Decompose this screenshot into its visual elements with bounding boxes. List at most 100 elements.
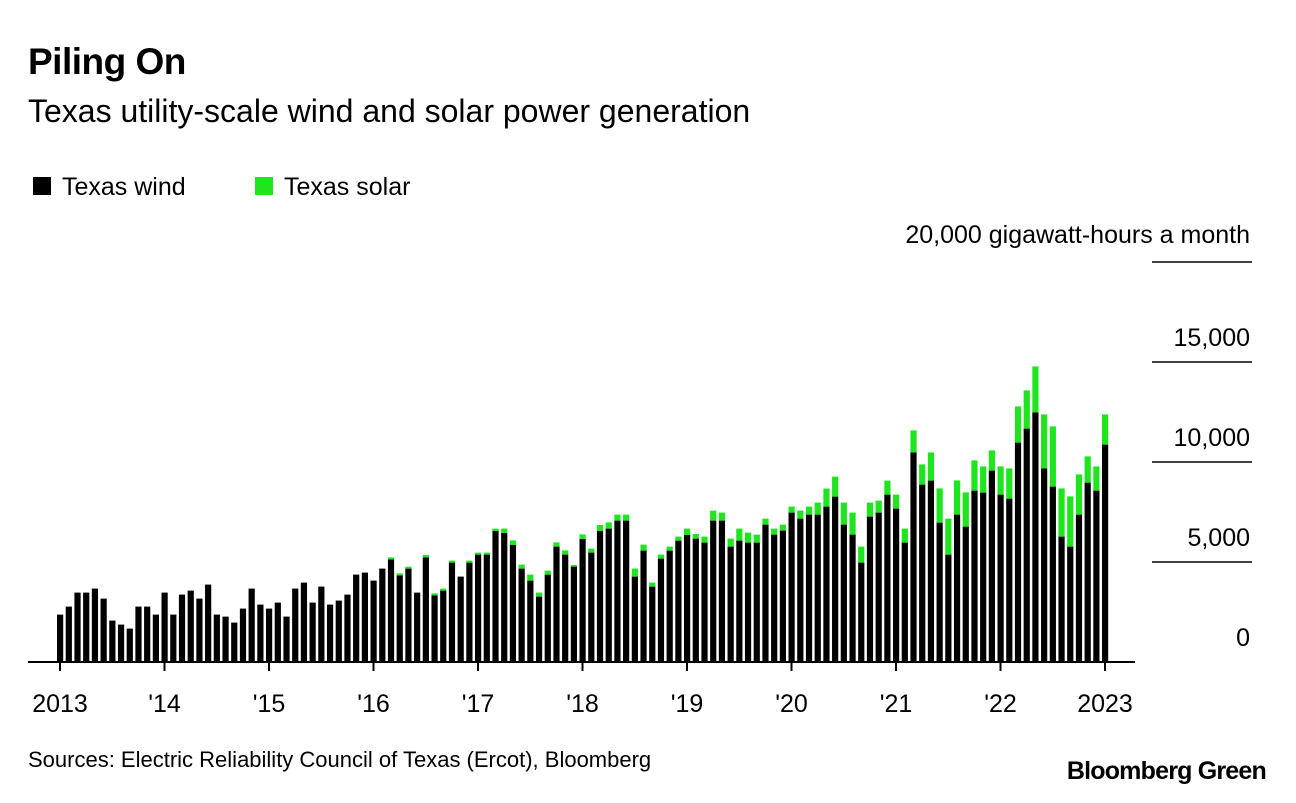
bar-solar xyxy=(605,522,612,529)
bar-wind xyxy=(100,598,107,662)
bar-solar xyxy=(1041,414,1048,469)
bar-wind xyxy=(440,590,447,662)
bar-solar xyxy=(997,466,1004,495)
bar-wind xyxy=(832,496,839,662)
bar-solar xyxy=(753,534,760,543)
bar-wind xyxy=(1067,546,1074,662)
bar-wind xyxy=(849,534,856,662)
bar-wind xyxy=(344,594,351,662)
bar-solar xyxy=(570,565,577,567)
bar-wind xyxy=(318,586,325,662)
bar-wind xyxy=(353,574,360,662)
bar-wind xyxy=(161,592,168,662)
bar-wind xyxy=(927,480,935,662)
bar-solar xyxy=(631,568,638,577)
bar-solar xyxy=(910,430,917,453)
source-note: Sources: Electric Reliability Council of… xyxy=(28,747,651,772)
bar-wind xyxy=(178,594,186,662)
bar-wind xyxy=(300,582,308,662)
bar-solar xyxy=(858,546,865,563)
bar-wind xyxy=(710,520,717,662)
bar-solar xyxy=(448,560,456,563)
bar-wind xyxy=(901,542,908,662)
bar-solar xyxy=(501,528,508,533)
y-tick-label: 0 xyxy=(1236,624,1250,652)
legend-swatch-wind xyxy=(33,177,51,195)
bar-solar xyxy=(684,528,691,535)
bar-solar xyxy=(823,488,830,507)
bar-wind xyxy=(596,531,604,662)
bar-wind xyxy=(196,598,203,662)
bar-wind xyxy=(1058,536,1065,662)
bar-wind xyxy=(953,514,961,662)
bar-wind xyxy=(83,592,90,662)
bar-solar xyxy=(640,544,647,551)
bar-wind xyxy=(274,602,281,662)
bar-wind xyxy=(292,588,299,662)
bar-solar xyxy=(840,502,847,525)
bar-solar xyxy=(919,464,926,485)
bar-wind xyxy=(248,588,255,662)
bar-wind xyxy=(370,580,377,662)
bar-solar xyxy=(562,550,569,555)
bar-wind xyxy=(239,608,247,662)
bar-wind xyxy=(422,557,429,662)
bar-solar xyxy=(988,450,995,471)
bar-solar xyxy=(779,524,786,531)
bar-wind xyxy=(579,539,586,662)
bar-wind xyxy=(535,596,543,662)
bar-solar xyxy=(596,525,604,531)
bar-wind xyxy=(483,554,490,662)
legend-swatch-solar xyxy=(255,177,273,195)
bar-solar xyxy=(718,512,726,521)
bar-solar xyxy=(1102,414,1109,445)
bar-wind xyxy=(91,588,99,662)
bar-wind xyxy=(135,606,142,662)
bars xyxy=(57,366,1109,662)
bar-solar xyxy=(527,574,534,581)
bar-wind xyxy=(205,584,212,662)
chart-subtitle: Texas utility-scale wind and solar power… xyxy=(28,93,750,129)
bar-solar xyxy=(1075,474,1083,515)
bar-solar xyxy=(387,557,395,560)
bar-solar xyxy=(936,488,943,523)
bar-solar xyxy=(405,566,412,569)
legend-label-solar: Texas solar xyxy=(284,173,410,201)
bar-solar xyxy=(588,548,595,553)
bar-wind xyxy=(387,559,395,662)
bar-wind xyxy=(666,550,673,662)
bar-solar xyxy=(692,534,699,539)
bar-solar xyxy=(893,494,900,509)
bar-wind xyxy=(431,595,438,662)
bar-wind xyxy=(335,600,342,662)
bar-wind xyxy=(988,470,995,662)
bar-wind xyxy=(475,554,482,662)
bar-wind xyxy=(257,604,264,662)
bar-wind xyxy=(109,620,116,662)
bar-wind xyxy=(727,546,734,662)
bar-solar xyxy=(1058,488,1065,537)
bar-solar xyxy=(710,510,717,521)
bar-wind xyxy=(884,494,891,662)
bar-wind xyxy=(971,490,978,662)
bar-wind xyxy=(744,542,752,662)
bar-wind xyxy=(448,562,456,662)
bar-solar xyxy=(866,502,874,517)
bar-wind xyxy=(614,520,621,662)
bar-solar xyxy=(422,555,429,558)
bar-solar xyxy=(788,506,795,513)
bar-solar xyxy=(1032,366,1039,413)
bar-wind xyxy=(779,530,786,662)
bar-solar xyxy=(666,546,673,551)
bar-solar xyxy=(535,592,543,597)
y-tick-label: 5,000 xyxy=(1187,524,1250,552)
y-axis-label: 20,000 gigawatt-hours a month xyxy=(905,221,1250,249)
bar-solar xyxy=(1067,496,1074,547)
bar-solar xyxy=(518,564,525,569)
bar-solar xyxy=(509,540,517,545)
bar-wind xyxy=(631,576,638,662)
bloomberg-green-logo: Bloomberg Green xyxy=(1067,757,1266,785)
bar-wind xyxy=(501,533,508,662)
bar-solar xyxy=(623,514,630,521)
